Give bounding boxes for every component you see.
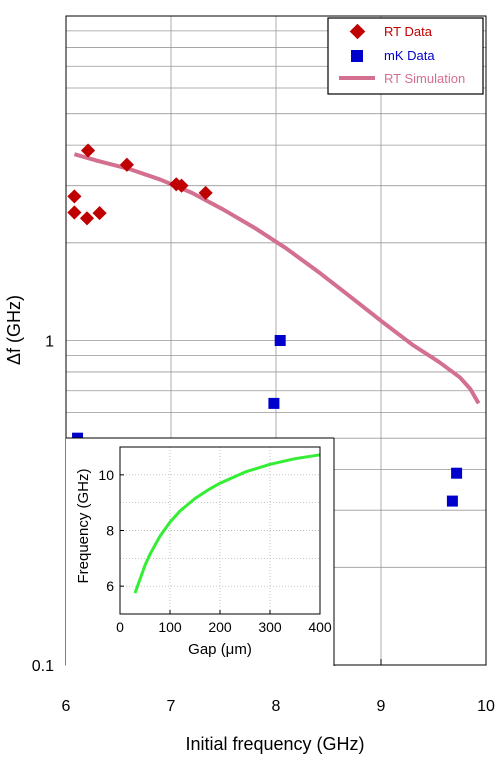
main-series (67, 143, 481, 507)
inset-x-tick-label: 400 (308, 619, 332, 635)
mk-data-point (274, 335, 286, 346)
legend-label-mk-data: mK Data (384, 48, 435, 63)
inset-frequency-curve (133, 453, 321, 594)
inset-ticks: 0 100 200 300 400 6 8 10 (98, 467, 331, 635)
inset-y-tick-label: 10 (98, 467, 114, 483)
inset-chart: 0 100 200 300 400 6 8 10 Gap (μm) Frequency (GH… (66, 437, 335, 666)
x-tick-label: 7 (167, 698, 176, 715)
rt-data-point (198, 185, 213, 200)
y-tick-label: 0.1 (32, 658, 54, 675)
rt-data-point (67, 205, 82, 220)
y-axis-label: Δf (GHz) (4, 295, 24, 365)
inset-y-tick-label: 8 (106, 523, 114, 539)
legend-label-rt-data: RT Data (384, 24, 433, 39)
x-tick-label: 10 (477, 698, 495, 715)
mk-data-point (268, 397, 280, 409)
rt-data-point (79, 211, 95, 226)
inset-grid (120, 447, 320, 614)
rt-data-point (67, 189, 82, 204)
legend: RT Data mK Data RT Simulation (327, 17, 484, 95)
legend-marker-mk-data (351, 50, 363, 62)
mk-data-point (451, 467, 463, 479)
inset-y-tick-label: 6 (106, 578, 114, 594)
rt-data-point (174, 178, 189, 193)
inset-x-tick-label: 300 (258, 619, 282, 635)
x-tick-label: 6 (62, 698, 71, 715)
main-ticks: 6 7 8 9 10 0.1 1 (32, 334, 495, 716)
inset-x-tick-label: 200 (208, 619, 232, 635)
inset-y-axis-label: Frequency (GHz) (75, 468, 92, 583)
x-tick-label: 8 (272, 698, 281, 715)
rt-simulation-line (73, 152, 481, 405)
inset-background (66, 438, 334, 666)
rt-data-point (92, 205, 107, 221)
inset-plot-frame (119, 446, 321, 615)
y-tick-label: 1 (45, 334, 54, 351)
mk-data-point (446, 495, 458, 507)
x-axis-label: Initial frequency (GHz) (185, 734, 364, 754)
inset-series (133, 453, 321, 594)
inset-x-tick-label: 0 (116, 619, 124, 635)
legend-label-rt-simulation: RT Simulation (384, 71, 465, 86)
inset-x-axis-label: Gap (μm) (188, 641, 252, 658)
x-tick-label: 9 (377, 698, 386, 715)
inset-x-tick-label: 100 (158, 619, 182, 635)
